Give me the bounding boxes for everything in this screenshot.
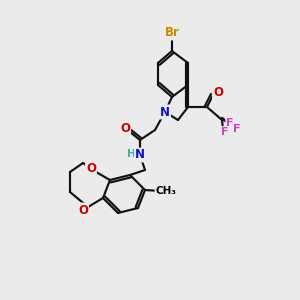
Text: Br: Br xyxy=(165,26,179,40)
Text: CH₃: CH₃ xyxy=(155,186,176,196)
Text: F: F xyxy=(221,127,229,137)
Text: N: N xyxy=(135,148,145,161)
Text: F: F xyxy=(226,118,234,128)
Text: O: O xyxy=(78,203,88,217)
Text: O: O xyxy=(120,122,130,136)
Text: F: F xyxy=(233,124,241,134)
Text: H: H xyxy=(127,149,135,159)
Text: O: O xyxy=(213,86,223,100)
Text: O: O xyxy=(86,163,96,176)
Text: N: N xyxy=(160,106,170,118)
